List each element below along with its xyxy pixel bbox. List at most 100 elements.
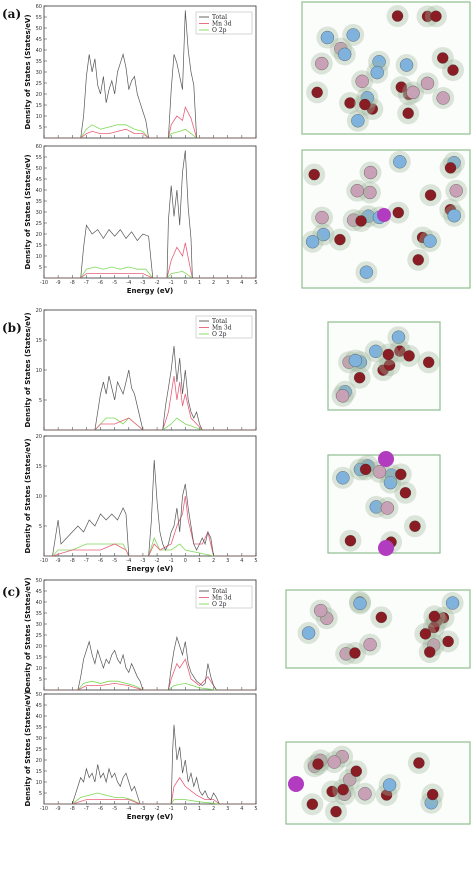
atom [326, 785, 338, 798]
x-tick-label: -1 [169, 558, 174, 564]
x-tick-label: 0 [184, 558, 187, 564]
x-tick-label: 3 [226, 280, 229, 286]
atom [406, 85, 420, 100]
x-tick-label: 3 [226, 558, 229, 564]
y-tick-label: 10 [36, 494, 42, 500]
y-tick-label: 10 [36, 368, 42, 374]
atom [330, 805, 342, 818]
x-tick-label: 2 [212, 558, 215, 564]
y-tick-label: 40 [36, 48, 42, 54]
atom [424, 189, 437, 201]
atom [335, 389, 350, 403]
y-tick-label: 35 [36, 725, 42, 731]
atom [349, 647, 361, 659]
y-tick-label: 10 [36, 666, 42, 672]
x-tick-label: 3 [226, 806, 229, 812]
legend-label: Mn 3d [212, 21, 232, 28]
unit-cell-frame [285, 589, 471, 669]
atom [447, 209, 461, 223]
y-tick-label: 15 [36, 243, 42, 249]
x-tick-label: -7 [84, 806, 89, 812]
legend-label: Total [212, 588, 227, 595]
atom [436, 91, 450, 105]
y-tick-label: 5 [39, 398, 42, 404]
x-tick-label: -6 [98, 280, 103, 286]
series-o-2p [44, 124, 256, 139]
atom [428, 621, 440, 634]
legend-label: Total [212, 14, 227, 21]
x-axis-label: Energy (eV) [127, 565, 174, 573]
atom [428, 610, 441, 623]
series-total [44, 724, 256, 805]
y-tick-label: 20 [36, 758, 42, 764]
x-tick-label: 5 [254, 806, 257, 812]
atom [442, 635, 454, 648]
legend-label: Total [212, 318, 227, 325]
atom [413, 757, 425, 769]
y-tick-label: 30 [36, 736, 42, 742]
series-total [44, 345, 256, 431]
atom [372, 465, 387, 479]
y-tick-label: 5 [39, 125, 42, 131]
y-tick-label: 25 [36, 81, 42, 87]
legend-label: O 2p [212, 331, 227, 338]
x-tick-label: -4 [126, 558, 131, 564]
x-tick-label: 4 [240, 558, 243, 564]
atom [444, 162, 457, 174]
series-total [44, 459, 256, 557]
atom [355, 215, 367, 227]
y-tick-label: 25 [36, 221, 42, 227]
series-mn-3d [44, 658, 256, 691]
y-tick-label: 40 [36, 188, 42, 194]
atom [402, 107, 414, 119]
x-tick-label: -10 [40, 806, 48, 812]
x-tick-label: 1 [198, 280, 201, 286]
y-tick-label: 30 [36, 70, 42, 76]
atom [423, 356, 435, 368]
x-tick-label: -6 [98, 558, 103, 564]
y-tick-label: 45 [36, 177, 42, 183]
y-tick-label: 5 [39, 791, 42, 797]
atom [344, 535, 357, 547]
x-tick-label: -8 [70, 806, 75, 812]
y-tick-label: 25 [36, 633, 42, 639]
x-tick-label: -9 [56, 806, 61, 812]
atom [391, 330, 406, 344]
atom [348, 353, 363, 368]
atom [344, 97, 356, 109]
y-axis-label: Density of States (States/eV) [24, 577, 32, 692]
y-tick-label: 60 [36, 4, 42, 10]
x-tick-label: 4 [240, 280, 243, 286]
atom [382, 778, 397, 792]
y-tick-label: 20 [36, 644, 42, 650]
x-tick-label: -3 [140, 806, 145, 812]
series-mn-3d [44, 776, 256, 805]
y-tick-label: 35 [36, 59, 42, 65]
legend-label: Mn 3d [212, 325, 232, 332]
y-tick-label: 10 [36, 254, 42, 260]
x-tick-label: -4 [126, 806, 131, 812]
atom [359, 265, 374, 279]
legend-label: Mn 3d [212, 595, 232, 602]
y-tick-label: 35 [36, 611, 42, 617]
x-tick-label: 1 [198, 806, 201, 812]
atom [305, 235, 320, 249]
atom [308, 168, 320, 181]
y-tick-label: 45 [36, 37, 42, 43]
legend-box [195, 585, 253, 609]
atom [427, 788, 439, 801]
y-tick-label: 20 [36, 434, 42, 440]
y-tick-label: 50 [36, 166, 42, 172]
y-tick-label: 40 [36, 714, 42, 720]
x-axis-label: Energy (eV) [127, 287, 174, 295]
x-axis-label: Energy (eV) [127, 813, 174, 821]
x-tick-label: 0 [184, 280, 187, 286]
atom [353, 372, 366, 384]
atom [355, 74, 369, 88]
atom [409, 520, 421, 532]
atom [445, 596, 460, 610]
dopant-atom [377, 208, 391, 222]
